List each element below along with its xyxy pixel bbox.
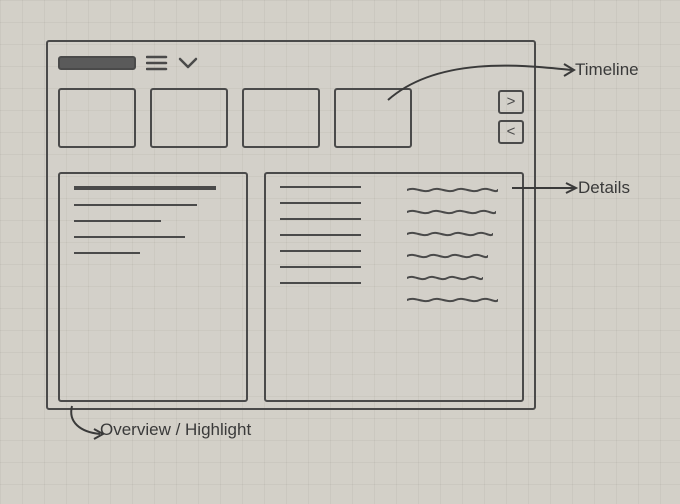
- annotation-details: Details: [578, 178, 630, 198]
- details-left-column: [280, 186, 381, 388]
- overview-line: [74, 220, 161, 222]
- menu-icon[interactable]: [146, 55, 168, 71]
- timeline-card[interactable]: [150, 88, 228, 148]
- timeline-strip: > <: [58, 88, 524, 160]
- details-line: [280, 250, 361, 252]
- details-wavy-line: [407, 208, 496, 216]
- details-wavy-line: [407, 296, 498, 304]
- details-line: [280, 218, 361, 220]
- timeline-nav: > <: [498, 90, 524, 144]
- timeline-next-button[interactable]: >: [498, 90, 524, 114]
- overview-line: [74, 204, 197, 206]
- details-line: [280, 202, 361, 204]
- details-line: [280, 186, 361, 188]
- overview-panel: [58, 172, 248, 402]
- details-panel: [264, 172, 524, 402]
- app-frame: > <: [46, 40, 536, 410]
- overview-line: [74, 186, 216, 190]
- dropdown-icon[interactable]: [178, 56, 198, 70]
- annotation-overview: Overview / Highlight: [100, 420, 251, 440]
- overview-line: [74, 236, 185, 238]
- timeline-card[interactable]: [58, 88, 136, 148]
- overview-lines: [74, 186, 232, 254]
- details-line: [280, 266, 361, 268]
- title-chip: [58, 56, 136, 70]
- details-wavy-line: [407, 230, 493, 238]
- details-line: [280, 234, 361, 236]
- topbar: [58, 50, 198, 76]
- details-wavy-line: [407, 186, 498, 194]
- panels: [58, 172, 524, 402]
- details-line: [280, 282, 361, 284]
- overview-line: [74, 252, 140, 254]
- details-right-column: [407, 186, 508, 388]
- timeline-card[interactable]: [334, 88, 412, 148]
- details-wavy-line: [407, 274, 483, 282]
- timeline-prev-button[interactable]: <: [498, 120, 524, 144]
- timeline-card[interactable]: [242, 88, 320, 148]
- details-wavy-line: [407, 252, 488, 260]
- annotation-timeline: Timeline: [575, 60, 639, 80]
